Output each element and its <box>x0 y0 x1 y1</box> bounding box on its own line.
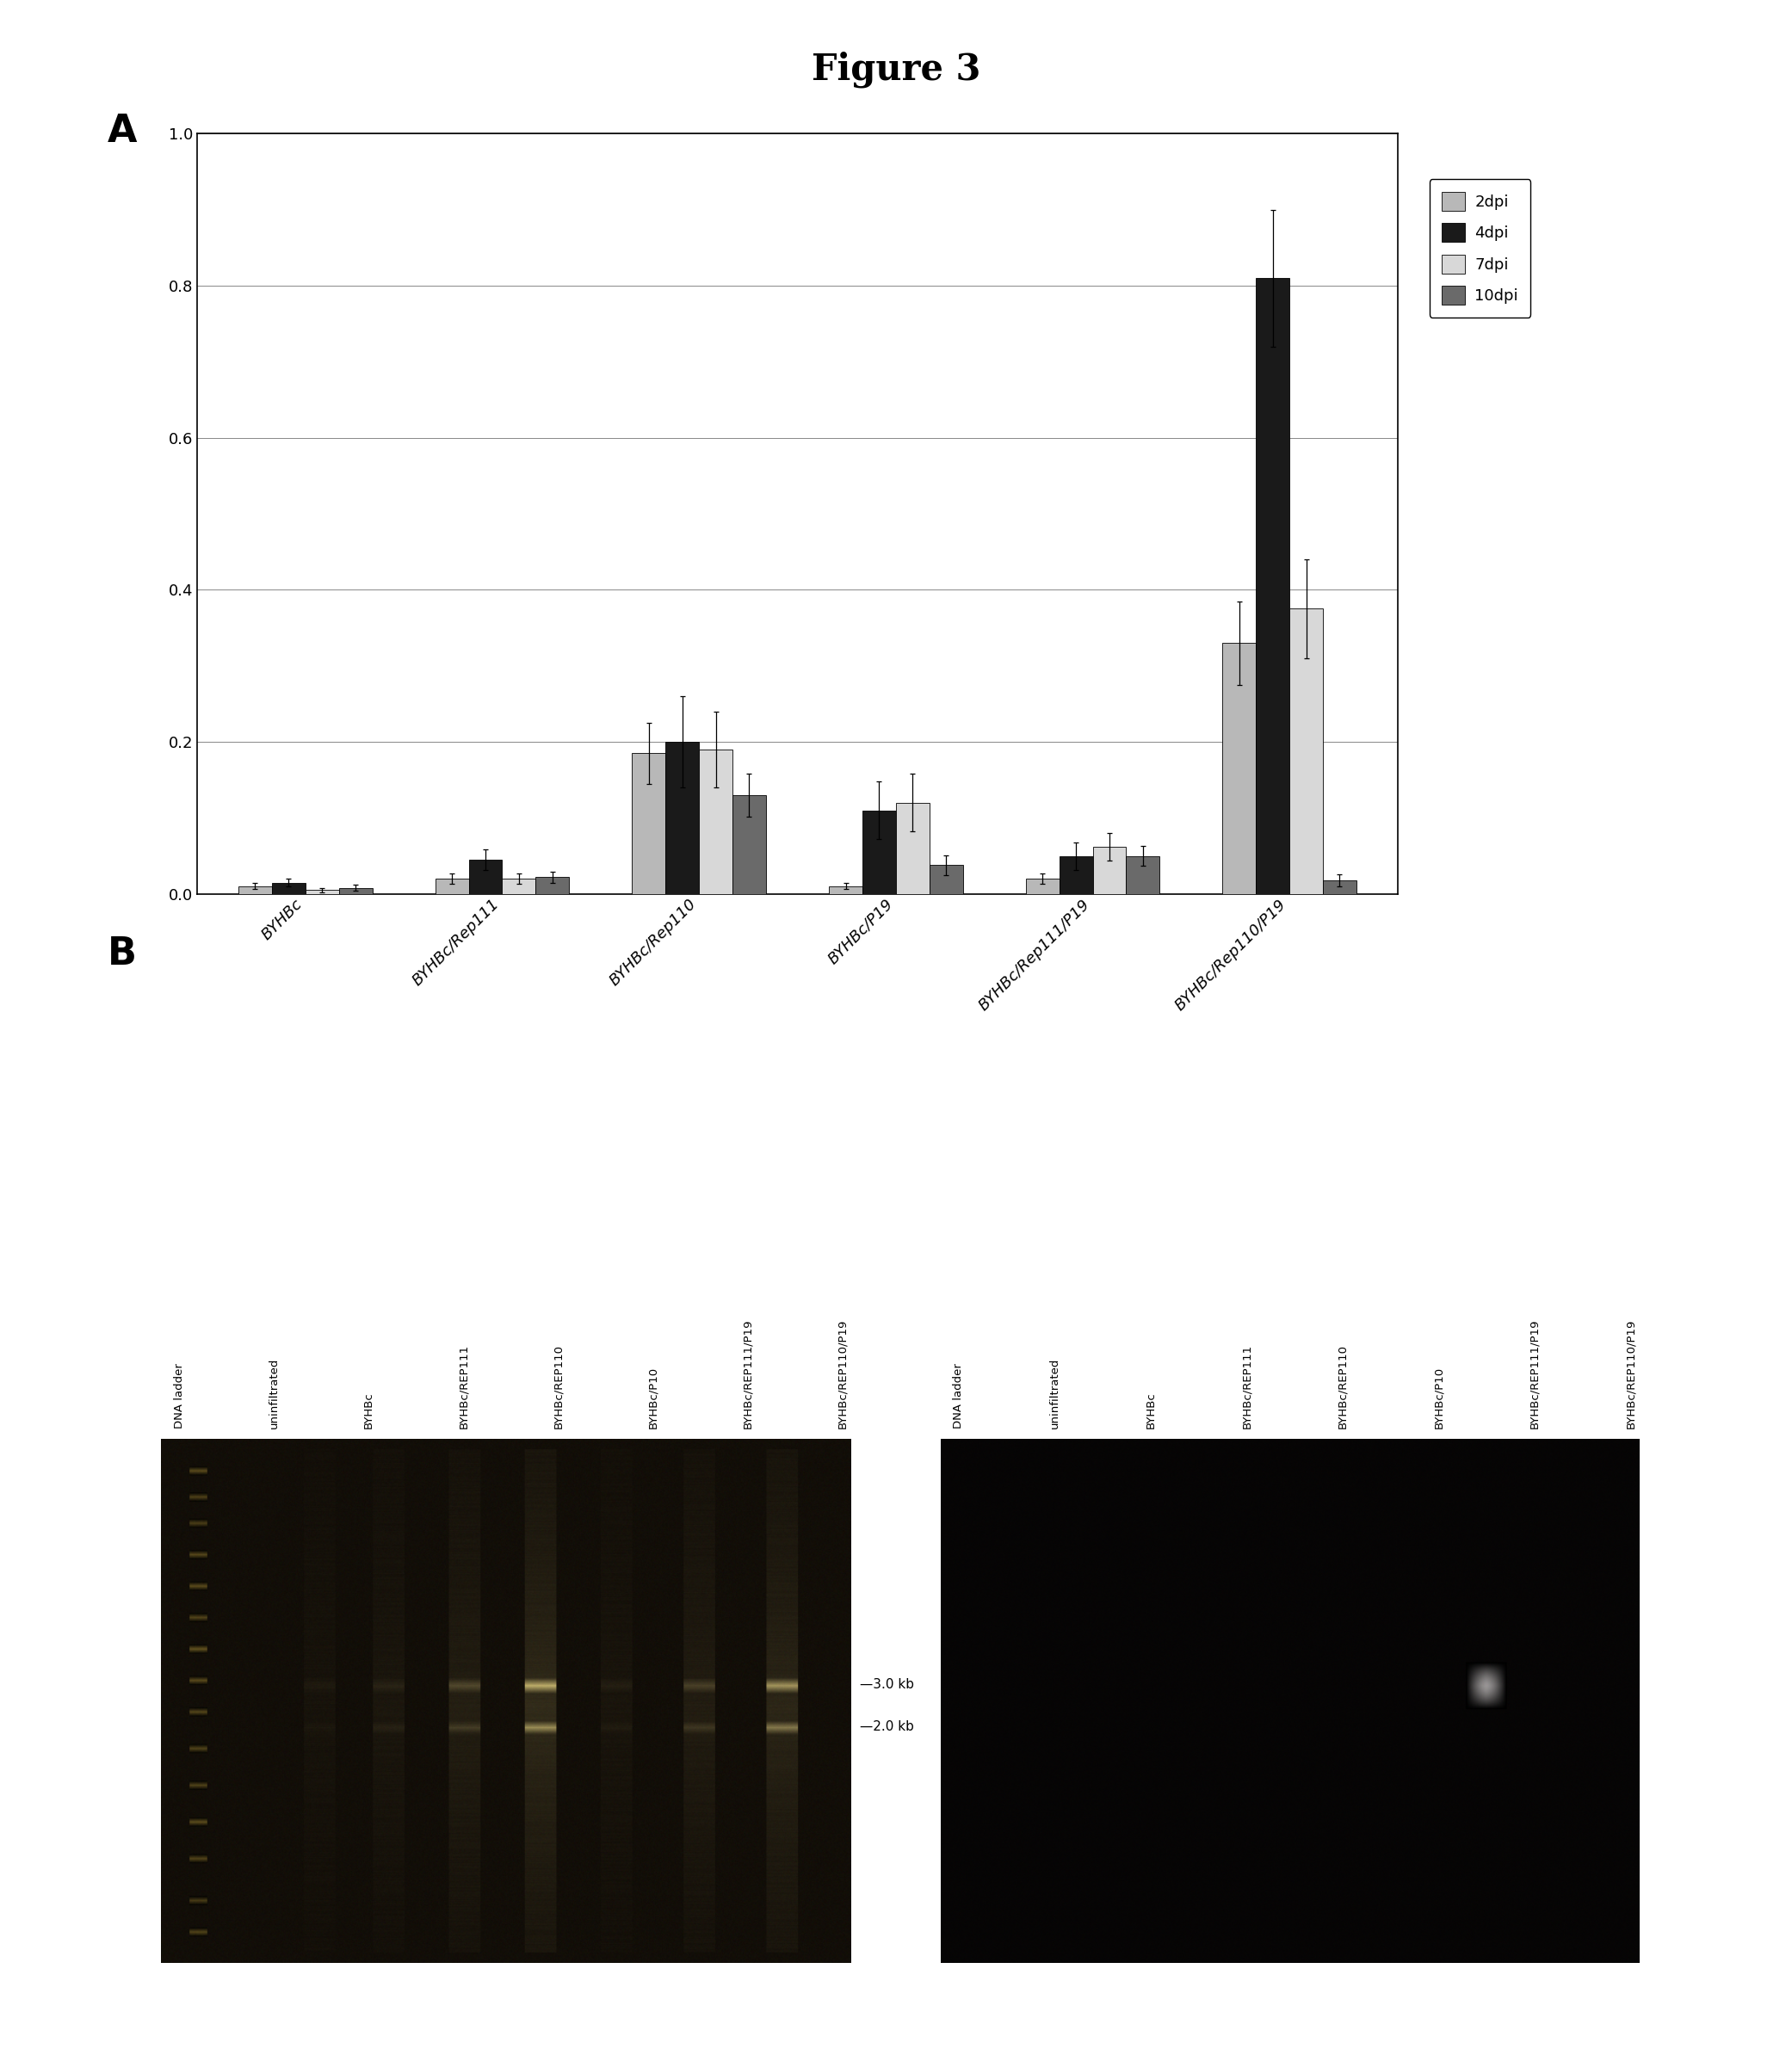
Bar <box>502 880 536 894</box>
Text: BYHBc/REP111: BYHBc/REP111 <box>457 1344 470 1428</box>
Bar <box>305 890 339 894</box>
Bar <box>1290 608 1322 894</box>
Text: BYHBc/REP111: BYHBc/REP111 <box>1242 1344 1253 1428</box>
Text: uninfiltrated: uninfiltrated <box>1048 1358 1061 1428</box>
Text: —2.0 kb: —2.0 kb <box>860 1720 914 1732</box>
Bar <box>1025 880 1059 894</box>
Bar <box>665 742 699 894</box>
Bar <box>699 750 733 894</box>
Text: uninfiltrated: uninfiltrated <box>269 1358 280 1428</box>
Text: DNA ladder: DNA ladder <box>953 1362 964 1428</box>
Text: BYHBc/REP110/P19: BYHBc/REP110/P19 <box>837 1319 848 1428</box>
Text: Figure 3: Figure 3 <box>812 51 980 88</box>
Text: DNA ladder: DNA ladder <box>174 1362 185 1428</box>
Bar <box>1093 847 1125 894</box>
Bar <box>536 877 570 894</box>
Text: B: B <box>108 935 136 972</box>
Text: BYHBc: BYHBc <box>1145 1391 1156 1428</box>
Legend: 2dpi, 4dpi, 7dpi, 10dpi: 2dpi, 4dpi, 7dpi, 10dpi <box>1430 179 1530 316</box>
Bar <box>435 880 470 894</box>
Text: BYHBc/REP110/P19: BYHBc/REP110/P19 <box>1625 1319 1636 1428</box>
Bar <box>633 754 665 894</box>
Text: —3.0 kb: —3.0 kb <box>860 1679 914 1691</box>
Text: BYHBc: BYHBc <box>364 1391 375 1428</box>
Bar <box>1256 277 1290 894</box>
Text: BYHBc/P10: BYHBc/P10 <box>1434 1367 1444 1428</box>
Bar <box>272 882 305 894</box>
Bar <box>896 804 930 894</box>
Bar <box>470 859 502 894</box>
Bar <box>930 865 962 894</box>
Bar <box>238 886 272 894</box>
Bar <box>1059 857 1093 894</box>
Text: A: A <box>108 113 138 150</box>
Bar <box>862 810 896 894</box>
Bar <box>1222 643 1256 894</box>
Text: BYHBc/REP110: BYHBc/REP110 <box>1337 1344 1348 1428</box>
Bar <box>339 888 373 894</box>
Text: BYHBc/P10: BYHBc/P10 <box>647 1367 658 1428</box>
Text: BYHBc/REP111/P19: BYHBc/REP111/P19 <box>1529 1319 1541 1428</box>
Text: BYHBc/REP110: BYHBc/REP110 <box>552 1344 564 1428</box>
Bar <box>733 795 765 894</box>
Bar <box>1125 857 1159 894</box>
Bar <box>1322 880 1357 894</box>
Text: BYHBc/REP111/P19: BYHBc/REP111/P19 <box>742 1319 753 1428</box>
Bar <box>830 886 862 894</box>
